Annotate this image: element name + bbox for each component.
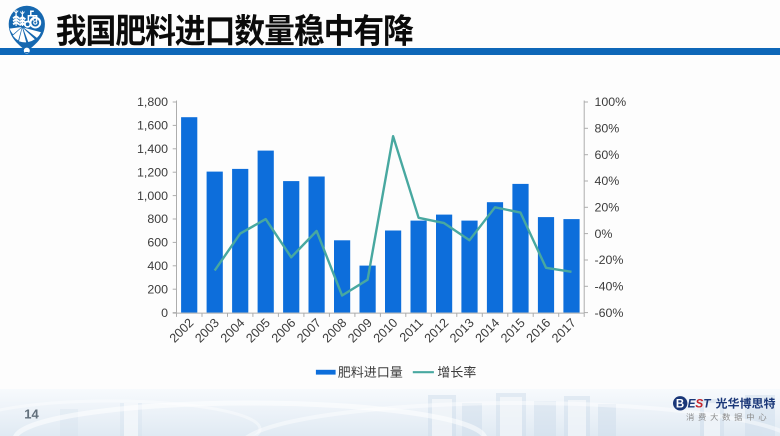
svg-text:2016: 2016 [524,316,554,346]
svg-text:1,000: 1,000 [137,189,168,203]
svg-text:2006: 2006 [269,316,299,346]
svg-text:-60%: -60% [595,306,624,320]
svg-text:2005: 2005 [243,316,273,346]
svg-text:2003: 2003 [192,316,222,346]
svg-text:2007: 2007 [294,316,324,346]
svg-text:800: 800 [147,212,168,226]
svg-text:1,400: 1,400 [137,142,168,156]
svg-text:80%: 80% [595,122,620,136]
svg-text:T: T [703,397,712,411]
svg-text:2014: 2014 [473,316,503,346]
svg-text:2010: 2010 [371,316,401,346]
svg-text:2013: 2013 [447,316,477,346]
svg-text:B: B [676,399,684,411]
svg-text:-20%: -20% [595,253,624,267]
svg-text:2004: 2004 [218,316,248,346]
svg-text:1,600: 1,600 [137,119,168,133]
svg-text:0: 0 [161,306,168,320]
svg-text:2011: 2011 [397,316,426,345]
svg-text:2009: 2009 [345,316,375,346]
svg-text:14: 14 [24,407,39,422]
svg-text:2012: 2012 [422,316,452,346]
svg-text:0%: 0% [595,227,613,241]
svg-text:2017: 2017 [549,316,579,346]
svg-text:60%: 60% [595,148,620,162]
svg-text:100%: 100% [595,95,627,109]
svg-text:2015: 2015 [498,316,528,346]
svg-text:20%: 20% [595,201,620,215]
svg-text:2002: 2002 [167,316,197,346]
svg-text:S: S [695,397,703,411]
svg-text:600: 600 [147,236,168,250]
svg-text:40%: 40% [595,174,620,188]
svg-text:400: 400 [147,259,168,273]
svg-text:200: 200 [147,282,168,296]
svg-text:1,200: 1,200 [137,165,168,179]
svg-text:-40%: -40% [595,280,624,294]
svg-text:1,800: 1,800 [137,95,168,109]
svg-text:2008: 2008 [320,316,350,346]
svg-text:E: E [688,397,697,411]
